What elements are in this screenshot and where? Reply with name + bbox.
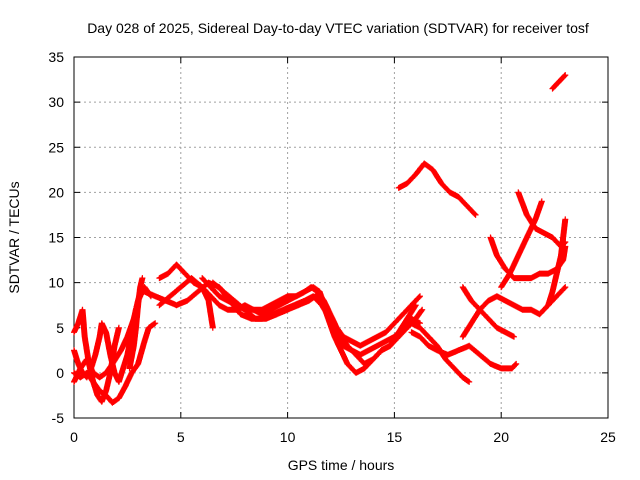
y-tick-label: 25 — [48, 139, 64, 155]
series-track-20 — [549, 72, 569, 92]
series-track-9 — [199, 275, 423, 349]
y-tick-label: 0 — [56, 365, 64, 381]
marker-path-track-20 — [549, 72, 569, 92]
marker-path-track-17 — [498, 198, 545, 291]
axis-tick-labels: 0 5 10 15 20 25 -5 0 5 10 15 20 25 30 35 — [48, 49, 616, 445]
marker-path-track-10 — [209, 279, 426, 376]
y-tick-label: 20 — [48, 184, 64, 200]
series-track-3 — [71, 320, 159, 406]
series-track-15 — [459, 284, 517, 340]
marker-path-track-9 — [199, 275, 423, 349]
y-tick-label: 15 — [48, 230, 64, 246]
marker-path-track-3 — [71, 320, 159, 406]
marker-path-track-12 — [408, 329, 520, 372]
marker-path-track-13 — [395, 160, 479, 218]
x-axis-label: GPS time / hours — [288, 457, 395, 473]
series-track-12 — [408, 329, 520, 372]
x-tick-label: 25 — [600, 429, 616, 445]
series-track-10 — [209, 279, 426, 376]
marker-path-track-5 — [126, 275, 146, 372]
series-track-17 — [498, 198, 545, 291]
data-points — [71, 72, 569, 406]
y-tick-label: 30 — [48, 94, 64, 110]
marker-path-track-19 — [545, 216, 569, 309]
y-tick-label: -5 — [52, 410, 65, 426]
y-tick-label: 10 — [48, 275, 64, 291]
y-tick-label: 5 — [56, 320, 64, 336]
series-track-19 — [545, 216, 569, 309]
x-tick-label: 5 — [177, 429, 185, 445]
y-tick-label: 35 — [48, 49, 64, 65]
y-axis-label: SDTVAR / TECUs — [6, 181, 22, 293]
chart-title: Day 028 of 2025, Sidereal Day-to-day VTE… — [87, 20, 589, 36]
series-track-5 — [126, 275, 146, 372]
series-track-13 — [395, 160, 479, 218]
x-tick-label: 20 — [493, 429, 509, 445]
x-tick-label: 15 — [387, 429, 403, 445]
marker-path-track-15 — [459, 284, 517, 340]
x-tick-label: 10 — [280, 429, 296, 445]
x-tick-label: 0 — [70, 429, 78, 445]
